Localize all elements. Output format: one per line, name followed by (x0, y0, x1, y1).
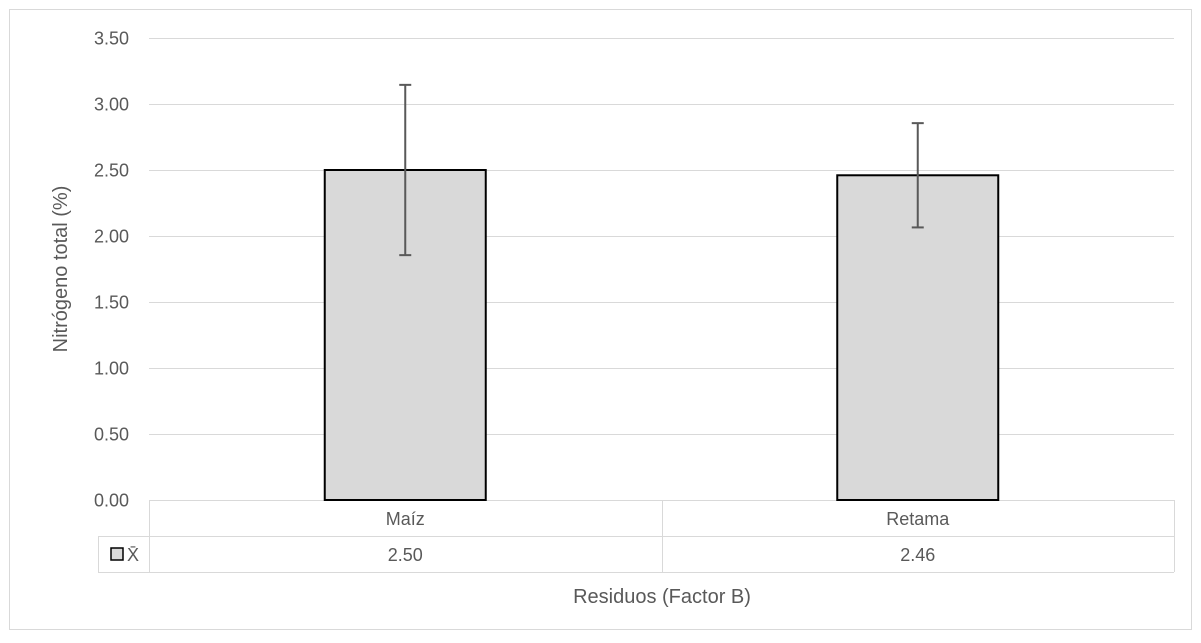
y-tick-label: 1.50 (94, 293, 129, 313)
error-bar (399, 83, 412, 257)
grid-layer (149, 38, 1174, 501)
legend-series-name: X̄ (127, 545, 139, 565)
y-tick-label: 0.50 (94, 425, 129, 445)
data-value-label: 2.50 (388, 545, 423, 565)
y-tick-label: 2.50 (94, 161, 129, 181)
error-bar (911, 122, 924, 229)
y-tick-label: 3.00 (94, 95, 129, 115)
y-tick-label: 0.00 (94, 491, 129, 511)
category-label: Maíz (386, 509, 425, 529)
y-axis-label: Nitrógeno total (%) (50, 186, 72, 353)
error-bar-layer (399, 83, 924, 257)
data-table: Maíz 2.50 Retama 2.46 X̄ (98, 500, 1175, 573)
y-tick-label: 3.50 (94, 29, 129, 49)
category-label: Retama (886, 509, 950, 529)
y-tick-labels: 0.00 0.50 1.00 1.50 2.00 2.50 3.00 3.50 (94, 29, 129, 511)
legend-swatch (110, 547, 124, 561)
x-axis-label: Residuos (Factor B) (573, 586, 751, 608)
data-value-label: 2.46 (900, 545, 935, 565)
y-tick-label: 1.00 (94, 359, 129, 379)
y-tick-label: 2.00 (94, 227, 129, 247)
bar (836, 174, 1000, 501)
